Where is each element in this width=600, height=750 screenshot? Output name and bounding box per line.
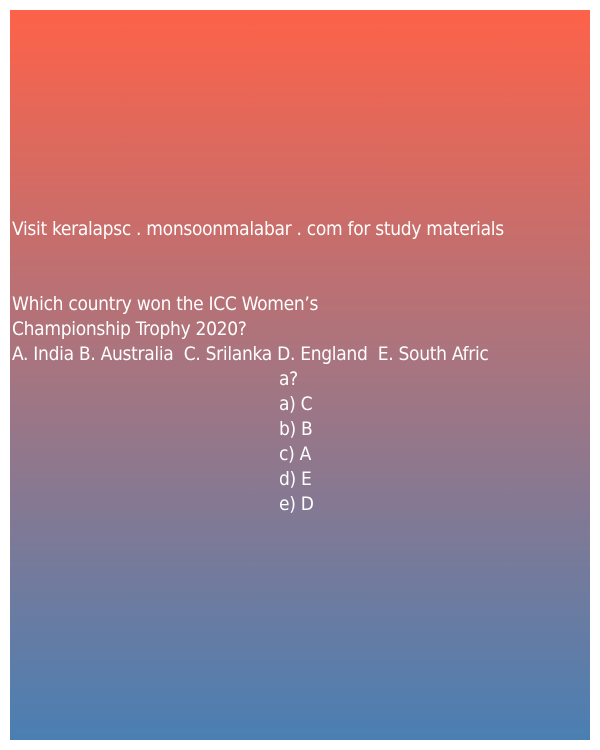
- question-line-1: Which country won the ICC Women’s: [12, 293, 319, 315]
- answer-option-e: e) D: [279, 493, 314, 515]
- answer-option-c: c) A: [279, 443, 311, 465]
- answer-list: a) C b) B c) A d) E e) D: [279, 392, 314, 517]
- question-line-2: Championship Trophy 2020?: [12, 318, 247, 340]
- question-card: Visit keralapsc . monsoonmalabar . com f…: [10, 10, 590, 740]
- question-choices: A. India B. Australia C. Srilanka D. Eng…: [12, 343, 489, 365]
- question-choices-continued: a?: [279, 368, 298, 390]
- promo-text: Visit keralapsc . monsoonmalabar . com f…: [12, 218, 504, 240]
- answer-option-a: a) C: [279, 393, 313, 415]
- answer-option-b: b) B: [279, 418, 313, 440]
- answer-option-d: d) E: [279, 468, 312, 490]
- question-block: Which country won the ICC Women’s Champi…: [12, 292, 588, 392]
